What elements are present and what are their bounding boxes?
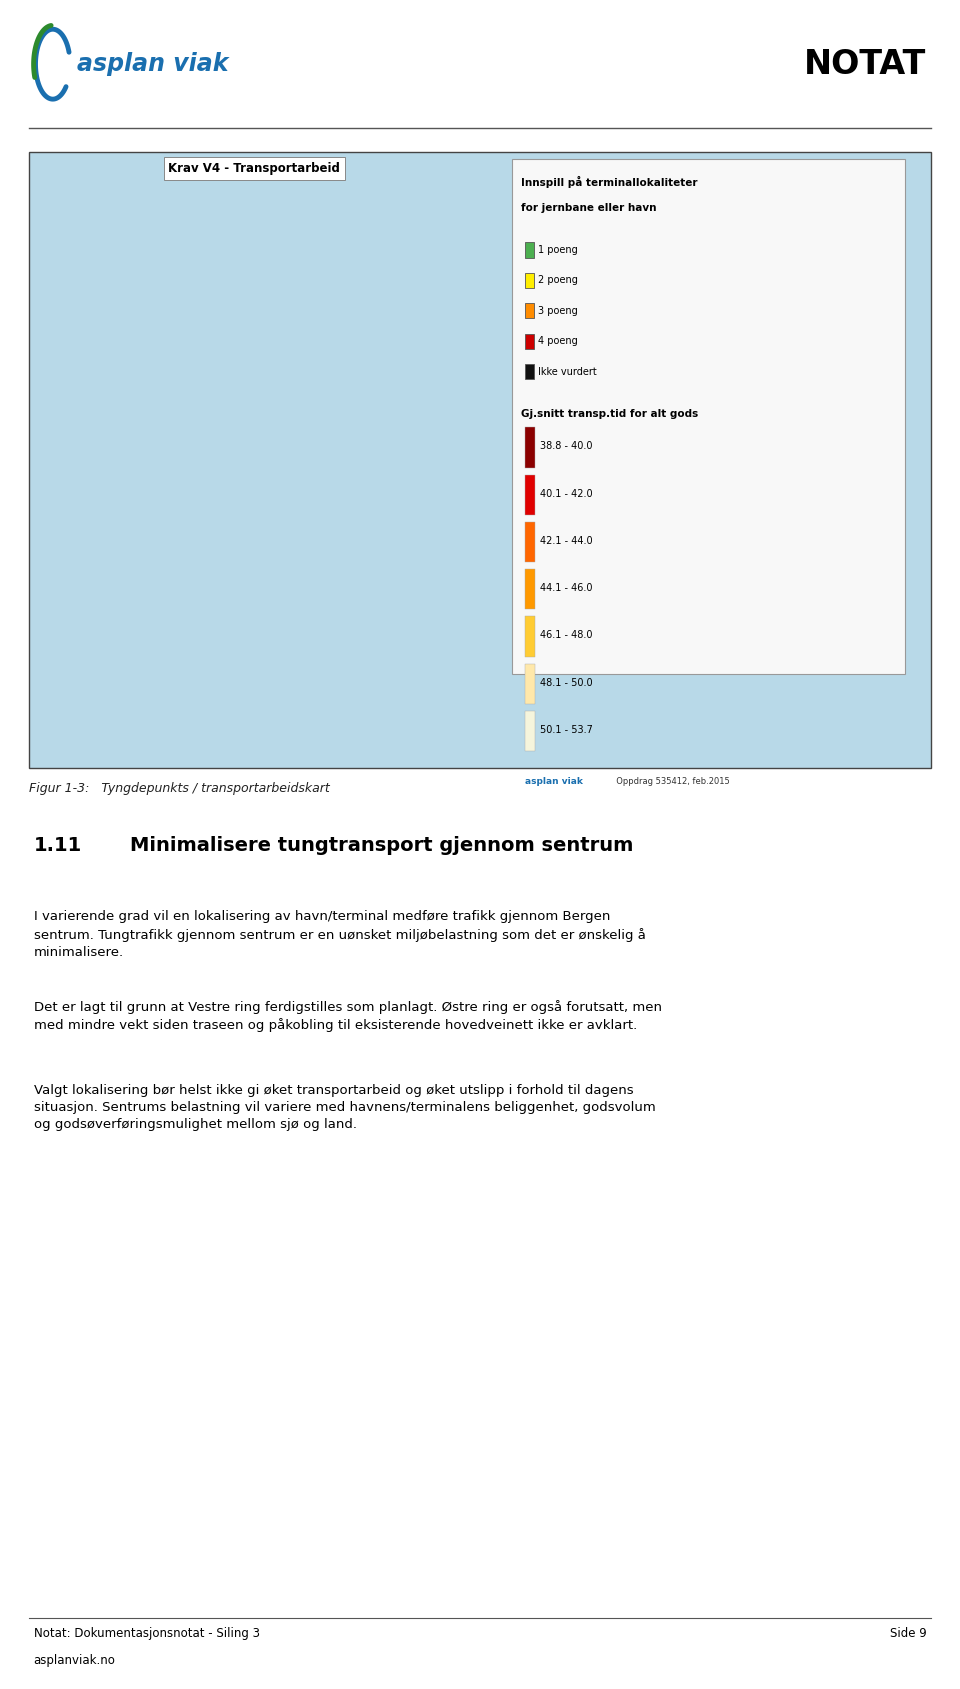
FancyBboxPatch shape [525,569,535,610]
FancyBboxPatch shape [525,304,534,319]
FancyBboxPatch shape [525,711,535,752]
FancyBboxPatch shape [525,522,535,562]
Text: Ikke vurdert: Ikke vurdert [539,367,597,377]
Text: I varierende grad vil en lokalisering av havn/terminal medføre trafikk gjennom B: I varierende grad vil en lokalisering av… [34,910,645,959]
Text: Gj.snitt transp.tid for alt gods: Gj.snitt transp.tid for alt gods [521,409,699,419]
Text: Notat: Dokumentasjonsnotat - Siling 3: Notat: Dokumentasjonsnotat - Siling 3 [34,1627,259,1640]
Text: 2 poeng: 2 poeng [539,275,578,285]
Text: asplan viak: asplan viak [77,52,228,76]
Text: NOTAT: NOTAT [804,47,926,81]
Text: Valgt lokalisering bør helst ikke gi øket transportarbeid og øket utslipp i forh: Valgt lokalisering bør helst ikke gi øke… [34,1084,656,1132]
FancyBboxPatch shape [525,475,535,515]
FancyBboxPatch shape [525,274,534,289]
Text: Minimalisere tungtransport gjennom sentrum: Minimalisere tungtransport gjennom sentr… [130,836,633,855]
FancyBboxPatch shape [525,616,535,657]
Text: 3 poeng: 3 poeng [539,306,578,316]
FancyBboxPatch shape [525,664,535,704]
Text: asplan viak: asplan viak [525,777,583,785]
Text: for jernbane eller havn: for jernbane eller havn [521,203,657,213]
Text: 48.1 - 50.0: 48.1 - 50.0 [540,677,593,687]
FancyBboxPatch shape [525,365,534,380]
Text: asplanviak.no: asplanviak.no [34,1654,115,1667]
Text: Figur 1-3:   Tyngdepunkts / transportarbeidskart: Figur 1-3: Tyngdepunkts / transportarbei… [29,782,329,796]
Text: Innspill på terminallokaliteter: Innspill på terminallokaliteter [521,176,698,187]
Text: 1 poeng: 1 poeng [539,245,578,255]
Text: Krav V4 - Transportarbeid: Krav V4 - Transportarbeid [168,162,341,176]
Text: 40.1 - 42.0: 40.1 - 42.0 [540,488,593,498]
Text: Oppdrag 535412, feb.2015: Oppdrag 535412, feb.2015 [612,777,731,785]
Text: 38.8 - 40.0: 38.8 - 40.0 [540,441,593,451]
FancyBboxPatch shape [29,152,931,768]
Text: 44.1 - 46.0: 44.1 - 46.0 [540,583,593,593]
Text: Det er lagt til grunn at Vestre ring ferdigstilles som planlagt. Østre ring er o: Det er lagt til grunn at Vestre ring fer… [34,1000,661,1032]
FancyBboxPatch shape [525,427,535,468]
Text: 50.1 - 53.7: 50.1 - 53.7 [540,725,593,735]
Text: 42.1 - 44.0: 42.1 - 44.0 [540,535,593,546]
Text: 46.1 - 48.0: 46.1 - 48.0 [540,630,593,640]
FancyBboxPatch shape [525,243,534,258]
Text: 4 poeng: 4 poeng [539,336,578,346]
Text: Side 9: Side 9 [890,1627,926,1640]
FancyBboxPatch shape [512,159,905,674]
FancyBboxPatch shape [525,334,534,350]
Text: 1.11: 1.11 [34,836,82,855]
